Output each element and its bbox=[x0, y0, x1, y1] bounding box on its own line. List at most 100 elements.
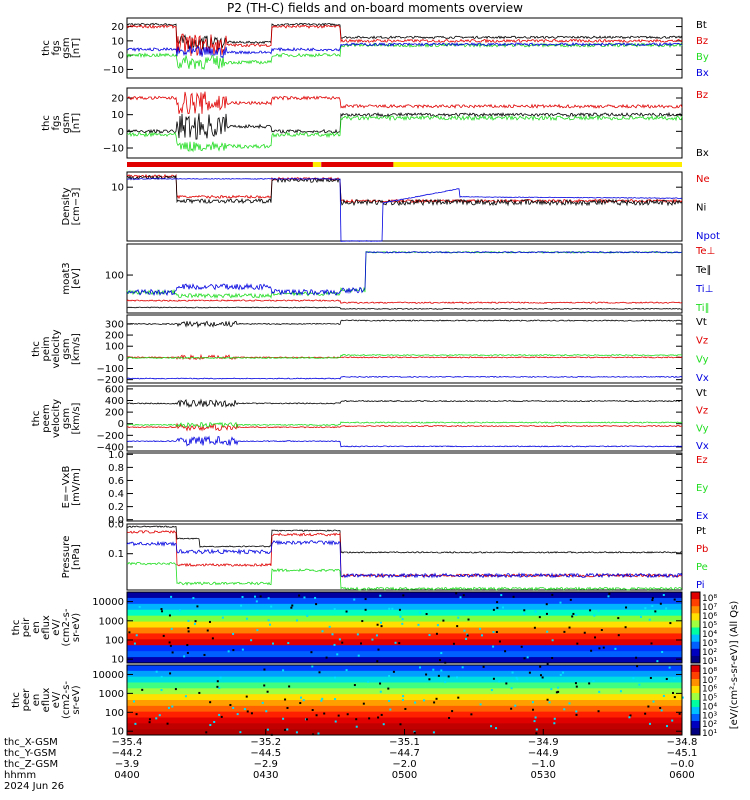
spectrogram-pixel bbox=[463, 629, 466, 632]
spectrogram-pixel bbox=[467, 618, 470, 621]
spectrogram-pixel bbox=[269, 623, 272, 626]
spectrogram-pixel bbox=[440, 652, 443, 655]
spectrogram-pixel bbox=[282, 669, 285, 672]
x-row-name: thc_X-GSM bbox=[4, 737, 58, 748]
colorbar-tick-label: 10⁴ bbox=[702, 702, 717, 712]
spectrogram-pixel bbox=[310, 651, 313, 654]
spectrogram-pixel bbox=[546, 630, 549, 633]
spectrogram-pixel bbox=[346, 610, 349, 613]
colorbar-segment bbox=[691, 620, 700, 628]
spectrogram-pixel bbox=[659, 602, 662, 605]
spectrogram-pixel bbox=[575, 614, 578, 617]
spectrogram-pixel bbox=[239, 731, 242, 734]
y-tick-label: 0.6 bbox=[108, 476, 124, 487]
colorbar-frame bbox=[690, 591, 701, 664]
y-tick-label: −10 bbox=[103, 65, 124, 76]
spectrogram-pixel bbox=[470, 713, 473, 716]
spectrogram-pixel bbox=[333, 643, 336, 646]
spectrogram-pixel bbox=[336, 653, 339, 656]
y-tick-label: 0.2 bbox=[108, 502, 124, 513]
x-row-value: −44.9 bbox=[528, 748, 559, 759]
spectrogram-pixel bbox=[600, 629, 603, 632]
x-row-value: 0530 bbox=[531, 770, 556, 781]
spectrogram-pixel bbox=[211, 637, 214, 640]
legend-entry: Vy bbox=[696, 423, 709, 434]
spectrogram-pixel bbox=[419, 611, 422, 614]
spectrogram-pixel bbox=[368, 717, 371, 720]
data-series-peim bbox=[126, 353, 683, 361]
spectrogram-band bbox=[127, 717, 682, 724]
y-axis-label: fgs bbox=[51, 40, 62, 55]
spectrogram-band bbox=[127, 627, 682, 634]
spectrogram-pixel bbox=[321, 630, 324, 633]
y-tick-label: 10 bbox=[111, 110, 124, 121]
spectrogram-pixel bbox=[538, 616, 541, 619]
colorbar-tick-label: 10⁷ bbox=[702, 676, 717, 686]
y-tick-label: −200 bbox=[97, 431, 124, 442]
legend-entry: Pi bbox=[696, 580, 705, 591]
spectrogram-pixel bbox=[194, 620, 197, 623]
spectrogram-pixel bbox=[673, 677, 676, 680]
spectrogram-pixel bbox=[651, 605, 654, 608]
spectrogram-pixel bbox=[563, 708, 566, 711]
spectrogram-pixel bbox=[186, 644, 189, 647]
spectrogram-pixel bbox=[598, 690, 601, 693]
spectrogram-pixel bbox=[382, 723, 385, 726]
data-series-fgs1 bbox=[126, 41, 683, 59]
spectrogram-pixel bbox=[435, 632, 438, 635]
spectrogram-pixel bbox=[588, 682, 591, 685]
legend-entry: Ni bbox=[696, 203, 706, 214]
spectrogram-pixel bbox=[551, 639, 554, 642]
spectrogram-pixel bbox=[480, 634, 483, 637]
y-axis-label: (cm2-s- bbox=[61, 681, 72, 719]
y-tick-label: 20 bbox=[111, 22, 124, 33]
data-series-peem bbox=[126, 398, 683, 408]
mode-bar-red bbox=[321, 162, 394, 167]
spectrogram-pixel bbox=[291, 604, 294, 607]
legend-entry: Ez bbox=[696, 455, 708, 466]
spectrogram-pixel bbox=[305, 718, 308, 721]
spectrogram-pixel bbox=[192, 597, 195, 600]
spectrogram-pixel bbox=[404, 707, 407, 710]
data-series-peem bbox=[126, 421, 683, 429]
y-axis-label: sr-eV) bbox=[71, 613, 82, 642]
data-series-pressure bbox=[126, 530, 683, 578]
y-axis-label: [mV/m] bbox=[71, 468, 82, 506]
spectrogram-pixel bbox=[541, 676, 544, 679]
spectrogram-pixel bbox=[665, 678, 668, 681]
spectrogram-pixel bbox=[353, 598, 356, 601]
y-axis-label: eflux bbox=[41, 688, 52, 713]
spectrogram-pixel bbox=[545, 603, 548, 606]
spectrogram-pixel bbox=[520, 645, 523, 648]
spectrogram-pixel bbox=[241, 648, 244, 651]
y-tick-label: 0.0 bbox=[108, 520, 124, 531]
spectrogram-pixel bbox=[128, 631, 131, 634]
y-tick-label: 0 bbox=[118, 353, 124, 364]
spectrogram-pixel bbox=[425, 673, 428, 676]
y-axis-label: peir bbox=[21, 617, 32, 637]
spectrogram-pixel bbox=[532, 708, 535, 711]
colorbar-tick-label: 10² bbox=[702, 720, 717, 730]
spectrogram-pixel bbox=[361, 620, 364, 623]
spectrogram-pixel bbox=[168, 614, 171, 617]
spectrogram-pixel bbox=[243, 708, 246, 711]
spectrogram-pixel bbox=[495, 631, 498, 634]
data-series-density bbox=[127, 178, 683, 242]
spectrogram-pixel bbox=[673, 696, 676, 699]
spectrogram-pixel bbox=[376, 623, 379, 626]
colorbar-tick-label: 10⁸ bbox=[702, 667, 717, 677]
spectrogram-pixel bbox=[531, 701, 534, 704]
y-tick-label: 100 bbox=[105, 635, 124, 646]
y-axis-label: fgs bbox=[51, 115, 62, 130]
data-series-density bbox=[126, 174, 683, 207]
spectrogram-pixel bbox=[656, 660, 659, 663]
spectrogram-band bbox=[127, 645, 682, 652]
spectrogram-pixel bbox=[398, 642, 401, 645]
spectrogram-pixel bbox=[510, 687, 513, 690]
spectrogram-pixel bbox=[559, 673, 562, 676]
spectrogram-pixel bbox=[614, 647, 617, 650]
spectrogram-pixel bbox=[312, 733, 315, 736]
spectrogram-pixel bbox=[298, 594, 301, 597]
spectrogram-pixel bbox=[196, 605, 199, 608]
y-axis-label: Pressure bbox=[61, 536, 72, 579]
